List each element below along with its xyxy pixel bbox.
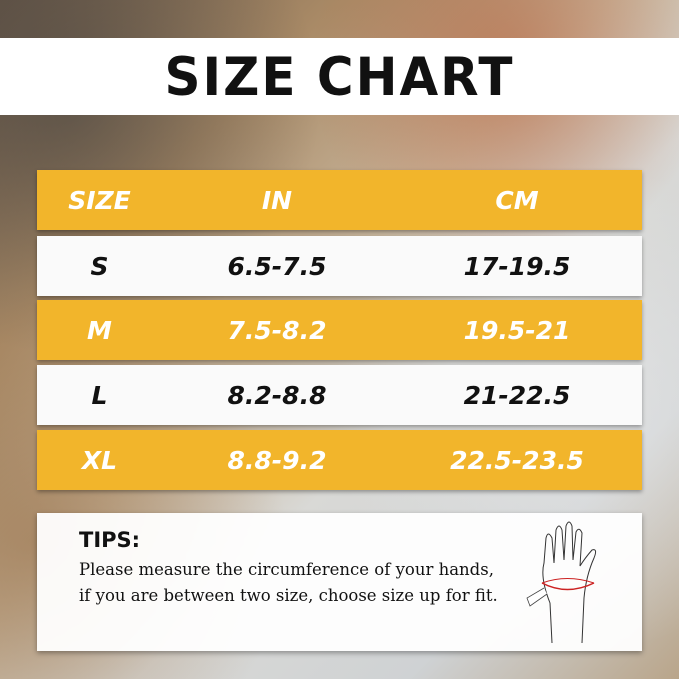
title-band: SIZE CHART (0, 38, 679, 115)
cell-in: 6.5-7.5 (227, 251, 327, 281)
tips-text: Please measure the circumference of your… (79, 560, 498, 605)
cell-size: S (90, 251, 109, 281)
table-row: L 8.2-8.8 21-22.5 (37, 365, 642, 425)
cell-cm: 21-22.5 (463, 380, 571, 410)
hand-measure-icon (526, 521, 597, 644)
cell-in: 7.5-8.2 (227, 315, 327, 345)
tips-box: TIPS: Please measure the circumference o… (37, 513, 642, 651)
cell-size: XL (81, 445, 118, 475)
cell-in: 8.8-9.2 (227, 445, 327, 475)
table-header: SIZE IN CM (37, 170, 642, 230)
page-title: SIZE CHART (164, 46, 515, 107)
table-row: S 6.5-7.5 17-19.5 (37, 236, 642, 296)
header-in: IN (261, 185, 293, 215)
cell-in: 8.2-8.8 (227, 380, 327, 410)
table-row: XL 8.8-9.2 22.5-23.5 (37, 430, 642, 490)
table-row: M 7.5-8.2 19.5-21 (37, 300, 642, 360)
cell-size: L (91, 380, 108, 410)
cell-cm: 22.5-23.5 (450, 445, 584, 475)
cell-size: M (87, 315, 112, 345)
cell-cm: 17-19.5 (463, 251, 571, 281)
header-cm: CM (495, 185, 539, 215)
tips-heading: TIPS: (79, 528, 141, 552)
header-size: SIZE (68, 185, 131, 215)
cell-cm: 19.5-21 (463, 315, 571, 345)
